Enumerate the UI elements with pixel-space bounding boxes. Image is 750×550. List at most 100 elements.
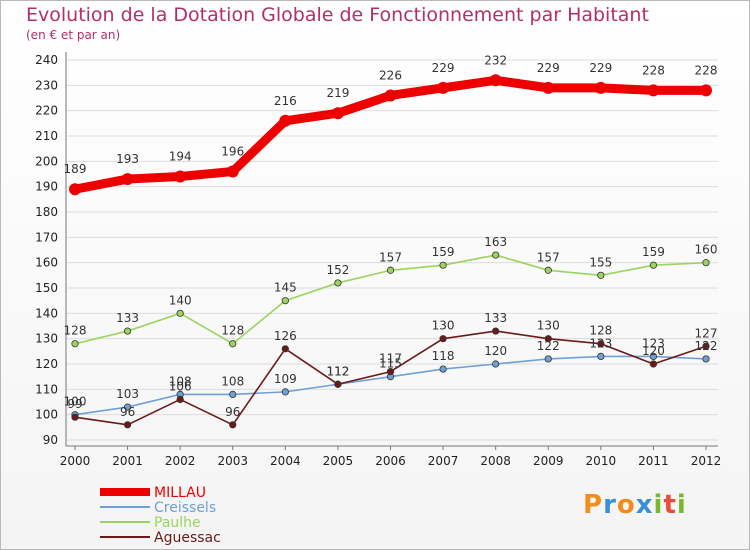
point-aguessac-2011 bbox=[649, 360, 658, 368]
label-creissels-2010: 123 bbox=[589, 336, 612, 350]
proxiti-logo: Proxiti bbox=[583, 490, 687, 520]
label-paulhe-2012: 160 bbox=[695, 243, 718, 257]
label-paulhe-2010: 155 bbox=[589, 255, 612, 269]
label-creissels-2002: 108 bbox=[169, 374, 192, 388]
label-creissels-2007: 118 bbox=[432, 349, 455, 363]
label-aguessac-2005: 112 bbox=[326, 364, 349, 378]
y-tick-230: 230 bbox=[35, 78, 58, 92]
point-millau-2001 bbox=[121, 173, 134, 186]
label-paulhe-2001: 133 bbox=[116, 311, 139, 325]
point-aguessac-2003 bbox=[229, 421, 237, 429]
point-millau-2005 bbox=[331, 107, 344, 120]
point-millau-2009 bbox=[542, 81, 555, 94]
label-paulhe-2006: 157 bbox=[379, 250, 402, 264]
legend-label-aguessac: Aguessac bbox=[154, 530, 221, 546]
point-aguessac-2005 bbox=[334, 380, 342, 388]
point-creissels-2010 bbox=[597, 352, 605, 360]
series-points bbox=[69, 74, 712, 429]
label-millau-2005: 219 bbox=[326, 86, 349, 100]
point-paulhe-2003 bbox=[229, 340, 237, 348]
point-millau-2011 bbox=[647, 84, 660, 97]
legend-label-creissels: Creissels bbox=[154, 500, 216, 516]
point-aguessac-2012 bbox=[702, 342, 710, 350]
point-millau-2012 bbox=[700, 84, 712, 97]
label-paulhe-2000: 128 bbox=[64, 324, 87, 338]
point-aguessac-2006 bbox=[386, 367, 395, 376]
label-creissels-2001: 103 bbox=[116, 387, 139, 401]
point-creissels-2008 bbox=[492, 360, 500, 368]
label-aguessac-2011: 120 bbox=[642, 344, 665, 358]
label-millau-2004: 216 bbox=[274, 94, 297, 108]
label-aguessac-2012: 127 bbox=[695, 326, 718, 340]
point-aguessac-2009 bbox=[544, 335, 552, 343]
label-creissels-2012: 122 bbox=[695, 339, 718, 353]
label-millau-2002: 194 bbox=[169, 150, 192, 164]
x-tick-2012: 2012 bbox=[691, 454, 722, 468]
point-paulhe-2009 bbox=[544, 266, 552, 274]
label-paulhe-2009: 157 bbox=[537, 250, 560, 264]
label-creissels-2005: 112 bbox=[326, 364, 349, 378]
label-millau-2001: 193 bbox=[116, 152, 139, 166]
label-paulhe-2002: 140 bbox=[169, 293, 192, 307]
x-tick-2006: 2006 bbox=[375, 454, 406, 468]
point-millau-2002 bbox=[174, 170, 187, 183]
label-millau-2007: 229 bbox=[432, 61, 455, 75]
y-tick-90: 90 bbox=[43, 433, 58, 447]
logo-letter: o bbox=[616, 490, 636, 520]
point-creissels-2011 bbox=[649, 352, 658, 360]
point-paulhe-2011 bbox=[649, 261, 658, 269]
point-aguessac-2002 bbox=[176, 395, 184, 404]
point-paulhe-2010 bbox=[597, 271, 605, 279]
point-millau-2010 bbox=[594, 81, 607, 94]
point-paulhe-2004 bbox=[281, 297, 289, 305]
label-aguessac-2003: 96 bbox=[225, 405, 240, 419]
point-aguessac-2007 bbox=[439, 335, 447, 343]
logo-letter: t bbox=[663, 490, 677, 520]
x-tick-2005: 2005 bbox=[323, 454, 354, 468]
point-aguessac-2010 bbox=[597, 340, 605, 348]
label-creissels-2006: 115 bbox=[379, 357, 402, 371]
label-aguessac-2007: 130 bbox=[432, 319, 455, 333]
x-tick-2011: 2011 bbox=[638, 454, 669, 468]
chart-subtitle: (en € et par an) bbox=[26, 28, 121, 42]
point-millau-2003 bbox=[226, 165, 239, 178]
label-aguessac-2001: 96 bbox=[120, 405, 135, 419]
point-paulhe-2008 bbox=[492, 251, 500, 259]
axes bbox=[65, 52, 718, 450]
label-aguessac-2002: 106 bbox=[169, 379, 192, 393]
legend-label-paulhe: Paulhe bbox=[154, 515, 201, 531]
label-aguessac-2010: 128 bbox=[589, 324, 612, 338]
label-millau-2006: 226 bbox=[379, 68, 402, 82]
label-millau-2000: 189 bbox=[64, 162, 87, 176]
label-creissels-2011: 123 bbox=[642, 336, 665, 350]
label-aguessac-2006: 117 bbox=[379, 352, 402, 366]
label-creissels-2009: 122 bbox=[537, 339, 560, 353]
label-paulhe-2004: 145 bbox=[274, 281, 297, 295]
label-creissels-2003: 108 bbox=[221, 374, 244, 388]
point-creissels-2001 bbox=[123, 403, 132, 411]
point-creissels-2007 bbox=[439, 365, 447, 373]
x-tick-2002: 2002 bbox=[165, 454, 196, 468]
label-millau-2003: 196 bbox=[221, 144, 244, 158]
y-tick-120: 120 bbox=[35, 357, 58, 371]
point-aguessac-2008 bbox=[492, 327, 500, 335]
grid-lines bbox=[66, 59, 718, 441]
point-paulhe-2006 bbox=[386, 266, 395, 274]
y-tick-180: 180 bbox=[35, 205, 58, 219]
point-millau-2007 bbox=[437, 81, 450, 94]
x-tick-2000: 2000 bbox=[60, 454, 91, 468]
x-tick-2008: 2008 bbox=[480, 454, 511, 468]
y-tick-130: 130 bbox=[35, 332, 58, 346]
point-creissels-2003 bbox=[229, 390, 237, 398]
y-tick-160: 160 bbox=[35, 256, 58, 270]
label-millau-2011: 228 bbox=[642, 63, 665, 77]
label-creissels-2004: 109 bbox=[274, 372, 297, 386]
label-aguessac-2008: 133 bbox=[484, 311, 507, 325]
logo-letter: i bbox=[653, 490, 664, 520]
point-aguessac-2000 bbox=[71, 413, 79, 421]
label-paulhe-2008: 163 bbox=[484, 235, 507, 249]
point-creissels-2004 bbox=[281, 388, 289, 396]
point-creissels-2012 bbox=[702, 355, 710, 363]
